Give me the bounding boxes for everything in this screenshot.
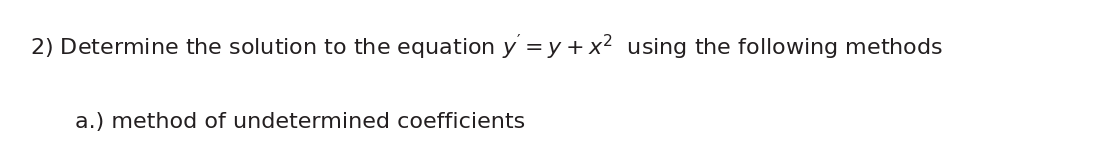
Text: 2) Determine the solution to the equation $y^{\prime} = y + x^2$  using the foll: 2) Determine the solution to the equatio… <box>30 32 943 62</box>
Text: a.) method of undetermined coefficients: a.) method of undetermined coefficients <box>75 112 525 132</box>
